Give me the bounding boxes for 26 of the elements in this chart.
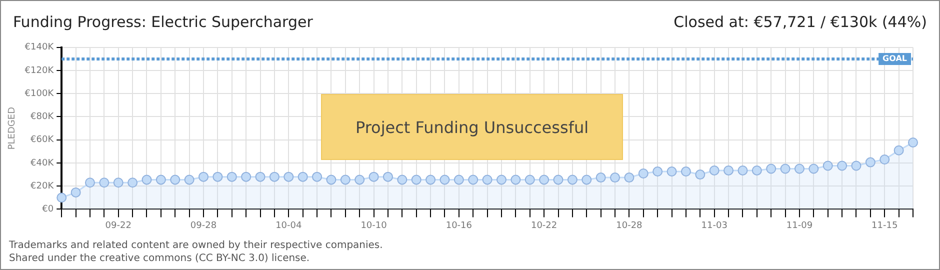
y-tick-label: €140K: [24, 42, 55, 53]
text: Shared under the creative commons (CC BY-NC 3.0) license.: [9, 252, 311, 265]
x-tick-label: 09-28: [190, 220, 217, 231]
x-tick-label: 11-15: [872, 220, 898, 231]
y-tick-label: €120K: [24, 66, 55, 76]
text: Trademarks and related content are owned by their respective companies.: [9, 239, 383, 252]
y-axis-title: PLEDGED: [8, 106, 18, 150]
x-tick-label: 10-16: [446, 220, 472, 231]
x-tick-label: 11-03: [701, 220, 728, 231]
notice-panel: Project Funding Unsuccessful: [321, 94, 623, 160]
x-tick-label: 10-22: [530, 220, 558, 231]
x-tick-label: 11-09: [786, 220, 813, 231]
y-tick-label: €60K: [30, 135, 55, 146]
x-tick-label: 10-04: [276, 220, 302, 231]
y-tick-label: €0: [42, 204, 54, 215]
annotation: Project Funding Unsuccessful: [355, 118, 589, 136]
x-tick-label: 09-22: [105, 220, 132, 231]
y-tick-label: €40K: [30, 158, 55, 168]
y-tick-label: €20K: [30, 181, 55, 192]
y-tick-label: €80K: [30, 112, 55, 122]
chart-title: Funding Progress: Electric Supercharger: [13, 13, 313, 31]
ref-line-label: GOAL: [882, 54, 908, 64]
x-tick-label: 10-28: [616, 220, 643, 231]
chart-subtitle: Closed at: €57,721 / €130k (44%): [674, 13, 927, 31]
x-tick-label: 10-10: [360, 220, 388, 231]
y-tick-label: €100K: [24, 88, 55, 99]
